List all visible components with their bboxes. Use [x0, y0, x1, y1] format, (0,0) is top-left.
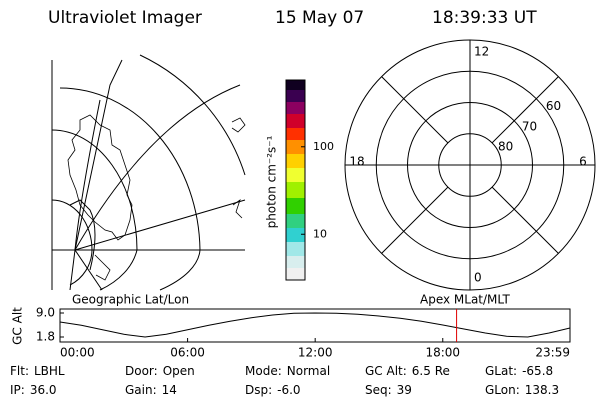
status-field: Seq: 39 — [365, 383, 412, 397]
orbit-ylabel: GC Alt — [11, 307, 25, 345]
status-field: Mode: Normal — [245, 364, 330, 378]
status-field: GC Alt: 6.5 Re — [365, 364, 450, 378]
lat-label: 70 — [522, 119, 537, 133]
field-label: GLon: — [485, 383, 520, 397]
status-field: Dsp: -6.0 — [245, 383, 301, 397]
status-field: Door: Open — [125, 364, 195, 378]
field-label: Mode: — [245, 364, 282, 378]
field-value: 138.3 — [525, 383, 559, 397]
polar-label: Apex MLat/MLT — [420, 293, 510, 307]
orbit-y-tick-label: 1.8 — [36, 330, 55, 344]
orbit-altitude — [59, 312, 571, 338]
geographic-map — [51, 54, 246, 291]
field-value: Open — [163, 364, 195, 378]
status-field: IP: 36.0 — [10, 383, 57, 397]
field-label: Seq: — [365, 383, 392, 397]
map-label: Geographic Lat/Lon — [72, 293, 189, 307]
field-label: GC Alt: — [365, 364, 407, 378]
orbit-x-tick-label: 12:00 — [298, 346, 333, 360]
field-value: 14 — [162, 383, 177, 397]
field-label: Dsp: — [245, 383, 272, 397]
field-value: Normal — [287, 364, 330, 378]
mlt-label: 6 — [579, 155, 587, 169]
orbit-x-tick-label: 06:00 — [170, 346, 205, 360]
colorbar-tick-label: 10 — [313, 227, 327, 240]
polar-spoke — [381, 186, 449, 254]
instrument-title: Ultraviolet Imager — [48, 8, 202, 28]
status-field: Flt: LBHL — [10, 364, 65, 378]
field-label: Door: — [125, 364, 158, 378]
field-value: 39 — [397, 383, 412, 397]
status-field: GLon: 138.3 — [485, 383, 559, 397]
polar-spoke — [381, 76, 449, 144]
field-label: Flt: — [10, 364, 29, 378]
status-field: Gain: 14 — [125, 383, 177, 397]
field-label: GLat: — [485, 364, 517, 378]
field-label: IP: — [10, 383, 25, 397]
colorbar-tick-label: 100 — [313, 140, 334, 153]
orbit-y-tick-label: 9.0 — [36, 306, 55, 320]
field-value: -6.0 — [277, 383, 300, 397]
lat-label: 80 — [498, 139, 513, 153]
colorbar-label: photon cm⁻²s⁻¹ — [265, 135, 279, 228]
orbit-x-tick-label: 23:59 — [535, 346, 570, 360]
mlt-label: 18 — [349, 155, 364, 169]
date: 15 May 07 — [275, 8, 364, 28]
field-label: Gain: — [125, 383, 157, 397]
field-value: LBHL — [34, 364, 65, 378]
orbit-x-tick-label: 18:00 — [425, 346, 460, 360]
field-value: -65.8 — [522, 364, 553, 378]
colorbar — [285, 79, 306, 281]
lat-label: 60 — [546, 99, 561, 113]
polar-spoke — [491, 186, 559, 254]
polar-spoke — [491, 76, 559, 144]
status-field: GLat: -65.8 — [485, 364, 553, 378]
field-value: 6.5 Re — [412, 364, 450, 378]
mlt-label: 12 — [474, 45, 489, 59]
orbit-frame — [59, 308, 571, 343]
mlt-label: 0 — [474, 271, 482, 285]
time: 18:39:33 UT — [432, 8, 537, 28]
field-value: 36.0 — [30, 383, 57, 397]
orbit-x-tick-label: 00:00 — [60, 346, 95, 360]
